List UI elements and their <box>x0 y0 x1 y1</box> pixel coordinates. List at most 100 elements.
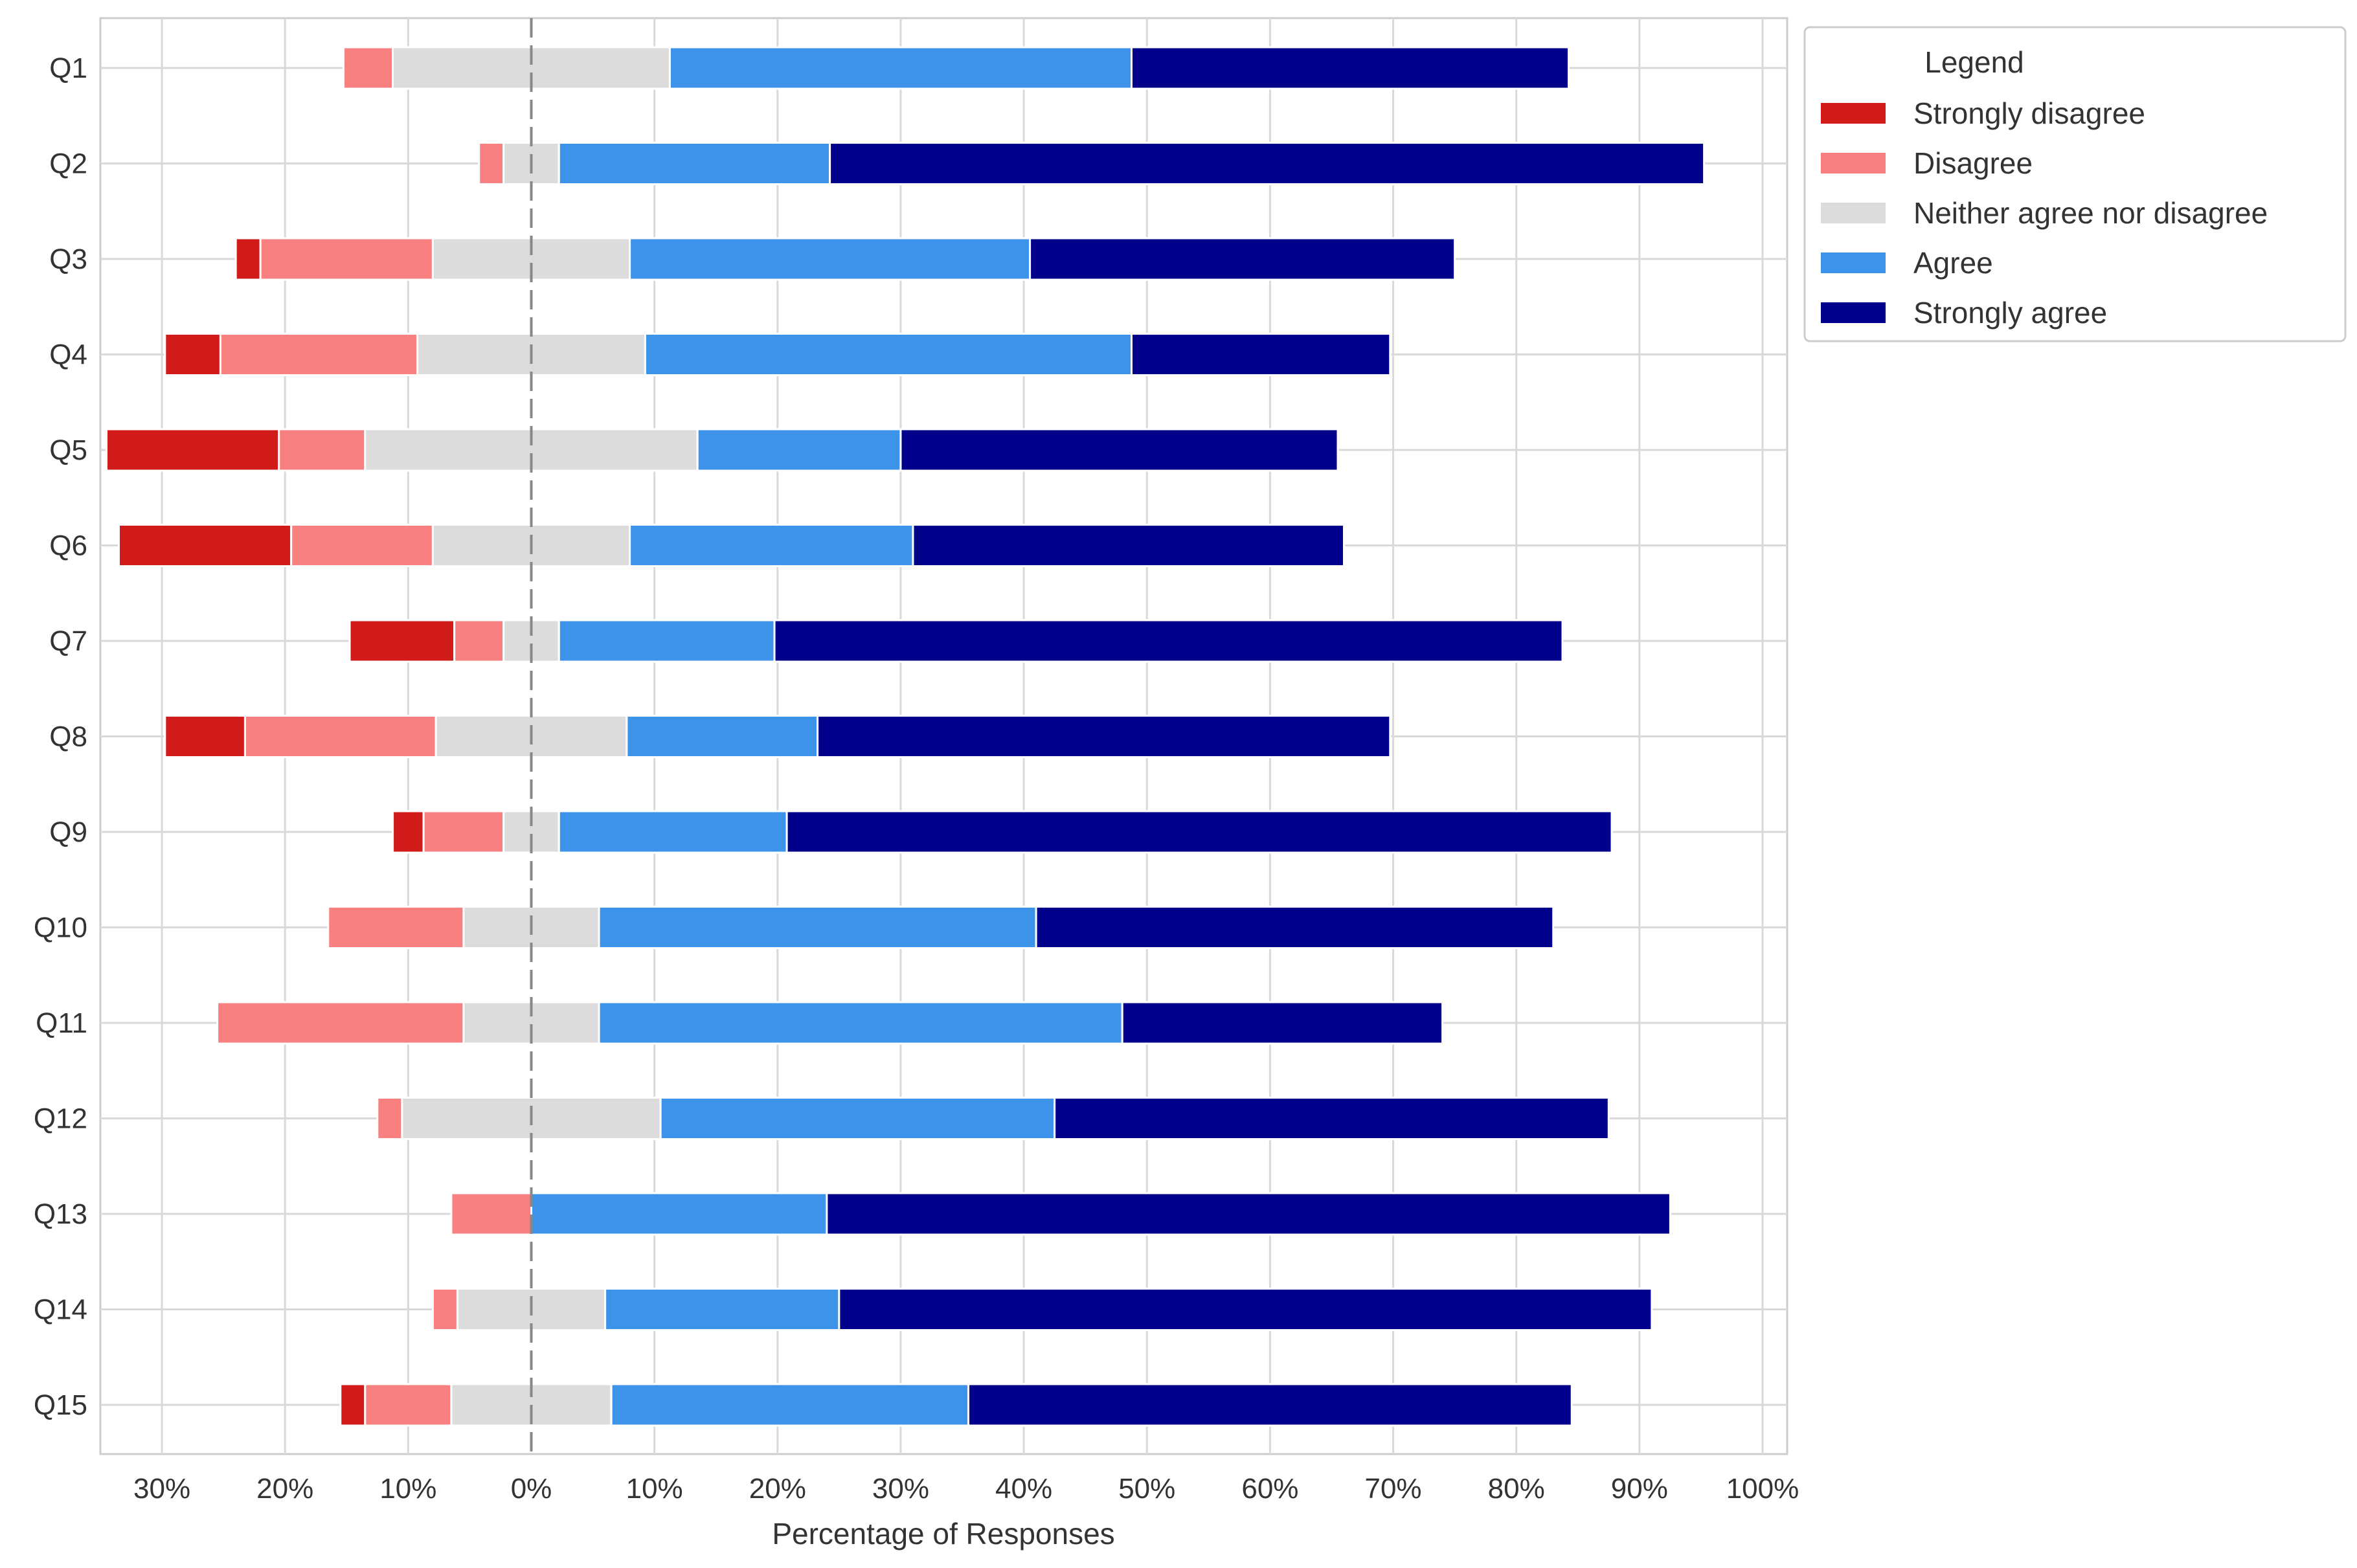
y-tick-label: Q1 <box>49 52 87 84</box>
bar-q8-disagree <box>243 715 437 758</box>
bar-q13-disagree <box>450 1192 533 1236</box>
bar-q13-agree <box>530 1192 828 1236</box>
bar-q15-disagree <box>364 1383 453 1427</box>
legend-swatch-neutral <box>1821 203 1886 223</box>
bar-q6-disagree <box>290 524 434 567</box>
bar-q4-strongly-agree <box>1130 333 1392 376</box>
bar-q9-agree <box>558 810 788 854</box>
bar-q6-strongly-disagree <box>118 524 293 567</box>
bar-q14-disagree <box>431 1288 458 1331</box>
legend-label-strongly-disagree: Strongly disagree <box>1913 96 2145 130</box>
bar-q10-strongly-agree <box>1035 906 1555 949</box>
y-tick-labels: Q1 Q2 Q3 Q4 Q5 Q6 Q7 Q8 Q9 Q10 Q11 Q12 Q13 Q14 Q15 <box>34 52 87 1421</box>
bar-q8-strongly-disagree <box>164 715 246 758</box>
bar-q11-strongly-agree <box>1121 1001 1444 1045</box>
bar-q8-strongly-agree <box>817 715 1392 758</box>
y-tick-label: Q6 <box>49 530 87 562</box>
bar-q1-strongly-agree <box>1130 46 1570 90</box>
x-tick-label: 50% <box>1118 1473 1175 1505</box>
y-tick-label: Q4 <box>49 339 87 371</box>
bar-q3-disagree <box>259 237 434 281</box>
y-tick-label: Q15 <box>34 1389 87 1421</box>
legend-swatch-strongly-disagree <box>1821 103 1886 124</box>
legend-label-strongly-agree: Strongly agree <box>1913 296 2107 330</box>
x-tick-label: 0% <box>511 1473 552 1505</box>
x-tick-label: 70% <box>1364 1473 1421 1505</box>
bar-q4-disagree <box>219 333 419 376</box>
bar-q10-agree <box>598 906 1037 949</box>
bars-group <box>106 46 1706 1427</box>
x-tick-label: 80% <box>1488 1473 1545 1505</box>
y-tick-label: Q3 <box>49 243 87 275</box>
y-tick-label: Q7 <box>49 625 87 657</box>
legend-frame <box>1803 26 2347 342</box>
bar-q2-agree <box>558 142 831 185</box>
bar-q9-disagree <box>422 810 505 854</box>
y-tick-label: Q11 <box>36 1007 87 1039</box>
legend-label-disagree: Disagree <box>1913 146 2033 180</box>
bar-q4-agree <box>644 333 1133 376</box>
bar-q15-agree <box>610 1383 970 1427</box>
bar-q10-disagree <box>327 906 465 949</box>
bar-q14-agree <box>604 1288 840 1331</box>
bar-q3-strongly-agree <box>1029 237 1456 281</box>
legend-entries: Strongly disagree Disagree Neither agree n… <box>1821 96 2268 330</box>
legend-label-neutral: Neither agree nor disagree <box>1913 196 2268 230</box>
x-axis-title: Percentage of Responses <box>772 1517 1114 1551</box>
bar-q7-disagree <box>453 619 505 663</box>
bar-q5-strongly-disagree <box>106 428 280 472</box>
bar-q7-strongly-agree <box>773 619 1564 663</box>
bar-q7-agree <box>558 619 776 663</box>
legend-swatch-strongly-agree <box>1821 302 1886 323</box>
bar-q2-strongly-agree <box>829 142 1706 185</box>
bar-q12-strongly-agree <box>1054 1097 1610 1140</box>
x-tick-label: 30% <box>872 1473 929 1505</box>
bar-q15-strongly-disagree <box>339 1383 367 1427</box>
bar-q2-disagree <box>478 142 505 185</box>
bar-q3-strongly-disagree <box>234 237 262 281</box>
y-tick-label: Q8 <box>49 721 87 753</box>
bar-q14-strongly-agree <box>838 1288 1653 1331</box>
bar-q9-strongly-agree <box>785 810 1613 854</box>
y-tick-label: Q14 <box>34 1294 87 1326</box>
bar-q3-agree <box>629 237 1032 281</box>
bar-q1-agree <box>668 46 1133 90</box>
bar-q12-agree <box>659 1097 1056 1140</box>
bar-q11-disagree <box>216 1001 465 1045</box>
legend-swatch-agree <box>1821 252 1886 273</box>
bar-q5-disagree <box>278 428 367 472</box>
bar-q9-strongly-disagree <box>392 810 425 854</box>
bar-q6-agree <box>629 524 914 567</box>
bar-q12-disagree <box>376 1097 403 1140</box>
y-tick-label: Q13 <box>34 1198 87 1230</box>
bar-q1-disagree <box>343 46 394 90</box>
bar-q7-strongly-disagree <box>348 619 456 663</box>
x-tick-label: 90% <box>1611 1473 1668 1505</box>
legend-title: Legend <box>1924 45 2024 79</box>
x-tick-label: 60% <box>1241 1473 1298 1505</box>
y-tick-label: Q10 <box>34 912 87 944</box>
y-tick-label: Q2 <box>49 148 87 180</box>
y-tick-label: Q9 <box>49 816 87 848</box>
legend: Legend Strongly disagree Disagree Neither … <box>1803 26 2347 342</box>
x-tick-label: 10% <box>379 1473 436 1505</box>
bar-q4-strongly-disagree <box>164 333 221 376</box>
bar-q8-agree <box>626 715 819 758</box>
x-tick-label: 20% <box>256 1473 313 1505</box>
bar-q5-strongly-agree <box>899 428 1339 472</box>
x-tick-label: 40% <box>995 1473 1052 1505</box>
bar-q11-agree <box>598 1001 1123 1045</box>
x-tick-label: 20% <box>749 1473 806 1505</box>
legend-label-agree: Agree <box>1913 246 1993 280</box>
bar-q15-strongly-agree <box>967 1383 1573 1427</box>
bar-q5-agree <box>696 428 902 472</box>
y-tick-label: Q12 <box>34 1103 87 1135</box>
x-tick-labels: 30% 20% 10% 0% 10% 20% 30% 40% 50% 60% 70% 80% 90% 10… <box>133 1473 1799 1505</box>
x-tick-label: 100% <box>1726 1473 1799 1505</box>
x-tick-label: 30% <box>133 1473 190 1505</box>
bar-q6-strongly-agree <box>912 524 1345 567</box>
x-tick-label: 10% <box>626 1473 683 1505</box>
legend-swatch-disagree <box>1821 153 1886 174</box>
y-tick-label: Q5 <box>49 434 87 466</box>
